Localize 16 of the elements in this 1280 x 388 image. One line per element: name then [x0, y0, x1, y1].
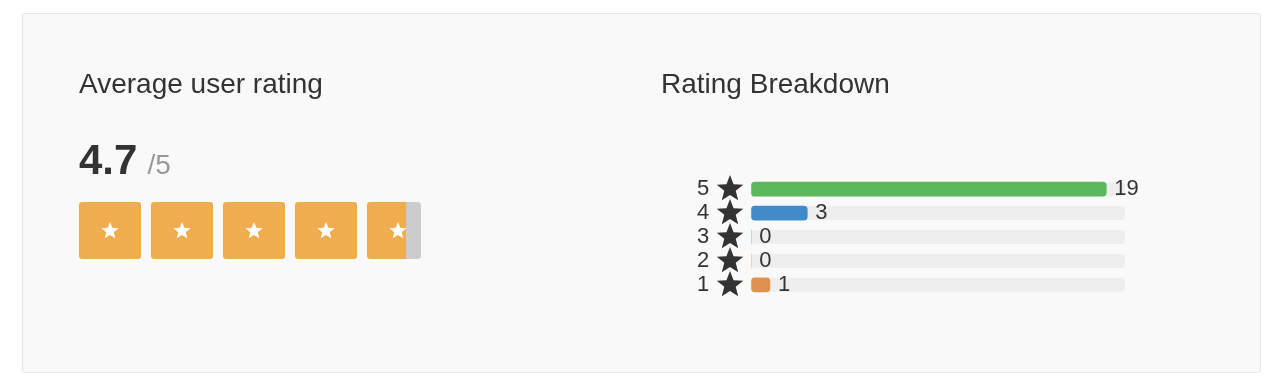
text: Average user rating: [79, 68, 323, 100]
data-label: 1: [777, 270, 791, 296]
data-label: 3: [815, 199, 828, 225]
y-tick-label: 3: [696, 223, 710, 249]
data-label: 0: [759, 223, 772, 249]
bar: [751, 277, 771, 293]
y-tick-label: 2: [696, 246, 710, 272]
text: /5: [147, 149, 171, 180]
chart-title: Rating Breakdown: [661, 68, 890, 100]
bar: [751, 205, 808, 221]
data-label: 19: [1114, 175, 1139, 201]
text: 4.7: [79, 136, 138, 183]
data-label: 0: [759, 246, 772, 272]
y-tick-label: 4: [696, 199, 710, 225]
y-tick-label: 5: [696, 175, 710, 201]
y-tick-label: 1: [696, 270, 710, 296]
